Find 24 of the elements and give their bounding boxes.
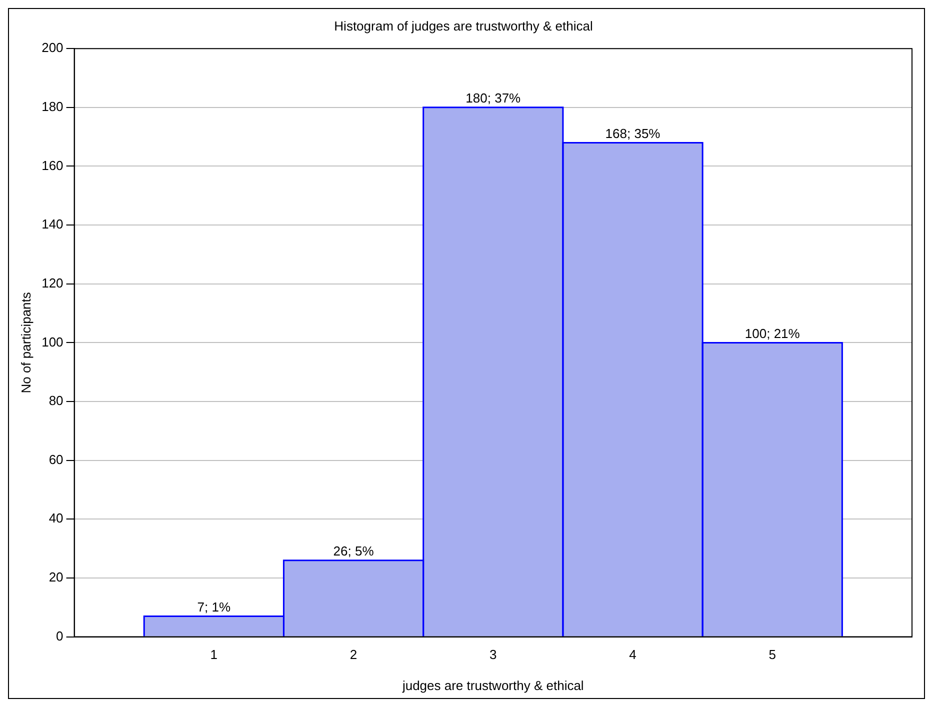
data-label: 7; 1% — [197, 599, 231, 614]
y-tick-label: 160 — [42, 158, 64, 173]
y-tick-label: 180 — [42, 99, 64, 114]
data-label: 100; 21% — [744, 326, 800, 341]
y-tick-label: 120 — [42, 275, 64, 290]
x-tick-label: 1 — [210, 647, 218, 662]
y-tick-label: 80 — [48, 393, 64, 408]
x-tick-label: 5 — [768, 647, 776, 662]
y-tick-label: 60 — [48, 452, 64, 467]
y-tick-label: 200 — [42, 40, 64, 56]
data-label: 180; 37% — [466, 90, 522, 106]
y-tick-label: 140 — [42, 216, 64, 232]
data-label: 26; 5% — [333, 543, 374, 558]
chart-title: Histogram of judges are trustworthy & ethical — [334, 18, 593, 34]
y-tick-label: 20 — [48, 570, 64, 585]
x-tick-label: 4 — [629, 647, 636, 662]
x-tick-label: 2 — [350, 647, 358, 662]
x-tick-label: 3 — [490, 647, 497, 662]
y-tick-label: 100 — [42, 334, 64, 350]
y-tick-label: 0 — [56, 628, 64, 644]
data-label: 168; 35% — [605, 126, 661, 141]
y-tick-label: 40 — [48, 510, 64, 526]
x-axis-title: judges are trustworthy & ethical — [401, 678, 584, 693]
y-axis-title: No of participants — [18, 292, 34, 394]
